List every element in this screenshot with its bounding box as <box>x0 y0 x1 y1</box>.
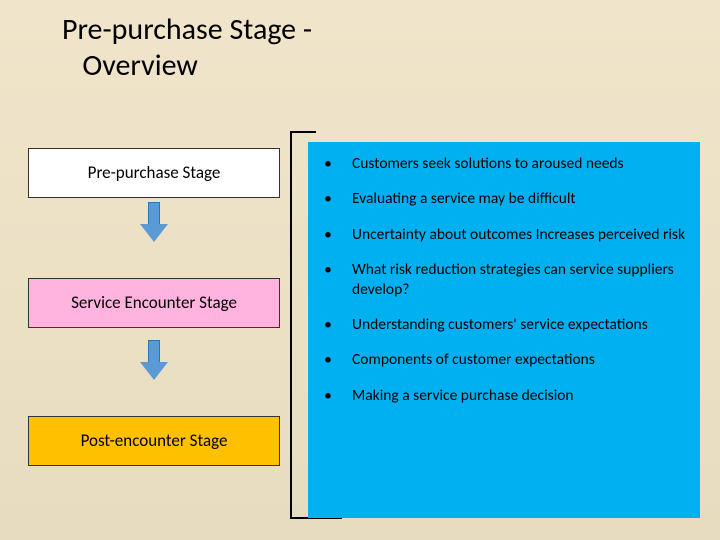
bullet-text: Uncertainty about outcomes Increases per… <box>340 225 688 244</box>
bullet-text: Customers seek solutions to aroused need… <box>340 154 688 173</box>
bullet-item-4: •Understanding customers' service expect… <box>316 315 688 334</box>
bullet-marker: • <box>316 225 340 244</box>
bullets-panel: •Customers seek solutions to aroused nee… <box>308 142 700 518</box>
bullet-list: •Customers seek solutions to aroused nee… <box>316 154 688 405</box>
bullet-text: What risk reduction strategies can servi… <box>340 260 688 299</box>
bullet-item-0: •Customers seek solutions to aroused nee… <box>316 154 688 173</box>
title-line-1: Pre-purchase Stage - <box>62 11 312 48</box>
stage-box-1: Service Encounter Stage <box>28 278 280 328</box>
bullet-marker: • <box>316 315 340 334</box>
bullet-marker: • <box>316 154 340 173</box>
bullet-item-5: •Components of customer expectations <box>316 350 688 369</box>
title-line-2: Overview <box>82 47 197 84</box>
arrow-down-0 <box>28 202 280 242</box>
bullet-marker: • <box>316 260 340 299</box>
bullet-item-1: •Evaluating a service may be difficult <box>316 189 688 208</box>
bullet-marker: • <box>316 189 340 208</box>
stage-box-2: Post-encounter Stage <box>28 416 280 466</box>
bullet-text: Evaluating a service may be difficult <box>340 189 688 208</box>
connector-horizontal-top <box>290 131 316 133</box>
connector-vertical <box>290 131 292 519</box>
arrow-down-1 <box>28 340 280 380</box>
bullet-item-3: •What risk reduction strategies can serv… <box>316 260 688 299</box>
bullet-text: Making a service purchase decision <box>340 386 688 405</box>
bullet-text: Components of customer expectations <box>340 350 688 369</box>
slide-title: Pre-purchase Stage - Overview <box>62 12 312 84</box>
stage-box-0: Pre-purchase Stage <box>28 148 280 198</box>
bullet-marker: • <box>316 350 340 369</box>
bullet-marker: • <box>316 386 340 405</box>
bullet-text: Understanding customers' service expecta… <box>340 315 688 334</box>
bullet-item-2: •Uncertainty about outcomes Increases pe… <box>316 225 688 244</box>
bullet-item-6: •Making a service purchase decision <box>316 386 688 405</box>
